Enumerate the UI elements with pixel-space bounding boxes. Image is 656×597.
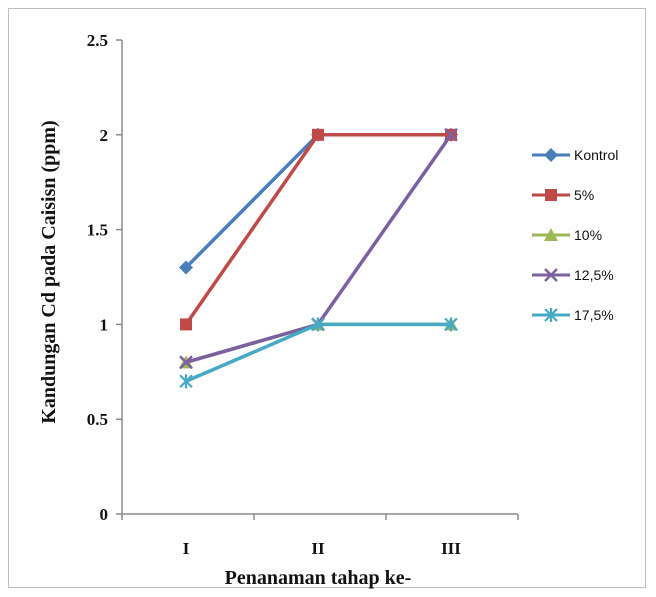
x-tick-label: II [311,539,325,558]
data-point [312,128,324,141]
legend-label: 10% [574,227,602,243]
series-layer [179,127,458,389]
y-tick-label: 2.5 [87,31,108,50]
data-point [444,317,458,332]
y-tick-label: 2 [100,126,109,145]
x-tick-label: III [441,539,461,558]
y-tick-label: 0 [100,505,109,524]
legend-label: Kontrol [574,147,618,163]
data-point [180,318,192,331]
series-line [184,133,451,269]
axes [121,40,518,515]
legend-item: 12,5% [532,267,614,283]
series-line [185,322,451,383]
data-point [179,355,193,370]
legend-item: 17,5% [532,307,614,323]
series-1 [179,127,458,275]
x-axis-title: Penanaman tahap ke- [225,567,412,589]
data-point [179,260,193,275]
x-ticks: I II III [121,514,519,558]
x-tick-label: I [183,539,190,558]
legend-marker [544,228,558,241]
legend-label: 5% [574,187,594,203]
data-point [179,374,193,389]
legend-label: 12,5% [574,267,614,283]
legend-marker [545,189,557,201]
y-tick-label: 1.5 [87,221,108,240]
legend-marker [544,308,558,322]
y-ticks: 0 0.5 1 1.5 2 2.5 [87,31,122,524]
data-point [444,127,458,142]
legend-item: Kontrol [532,147,618,163]
legend-label: 17,5% [574,307,614,323]
data-point [311,317,325,332]
series-5 [179,317,458,389]
legend-item: 5% [532,187,594,203]
legend: Kontrol 5% 10% 12,5% 17,5% [532,147,618,323]
legend-marker [544,148,558,162]
series-4 [179,127,458,370]
legend-item: 10% [532,227,602,243]
legend-marker [544,268,558,282]
chart-frame [8,8,646,588]
y-tick-label: 0.5 [87,410,108,429]
y-axis-title: Kandungan Cd pada Caisisn (ppm) [38,120,60,423]
y-tick-label: 1 [100,315,109,334]
